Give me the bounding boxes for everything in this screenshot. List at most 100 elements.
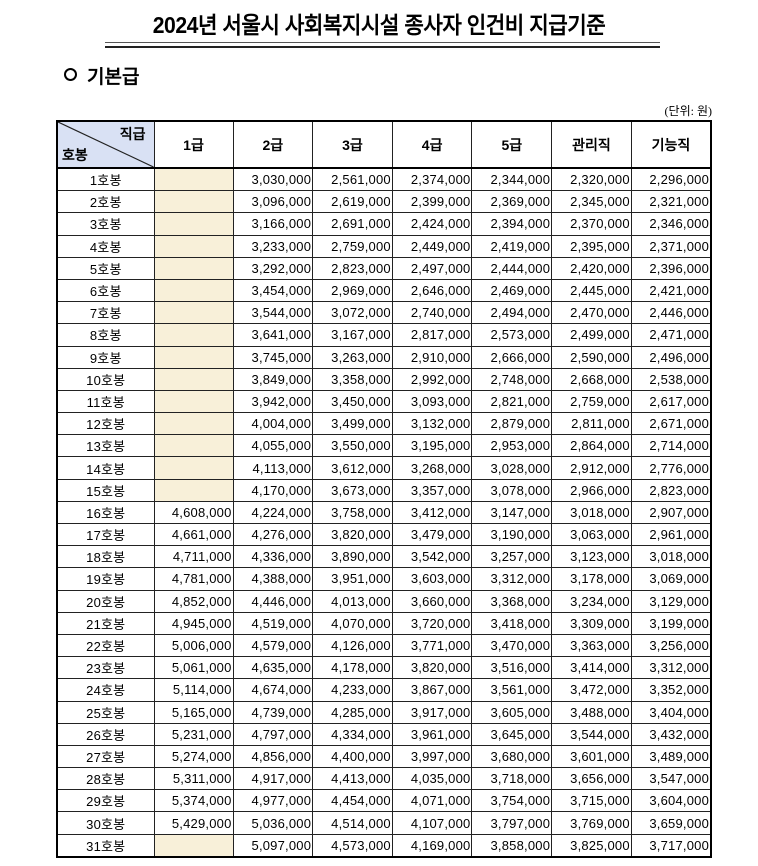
salary-cell: 3,292,000 (232, 256, 314, 280)
salary-cell: 2,646,000 (391, 278, 473, 303)
table-row: 18호봉 4,711,000 4,336,000 3,890,000 3,542,000… (56, 545, 712, 569)
salary-cell: 4,126,000 (312, 633, 393, 658)
salary-cell: 3,754,000 (471, 789, 553, 813)
salary-cell: 4,608,000 (153, 500, 234, 525)
table-row: 15호봉 4,170,000 3,673,000 3,357,000 3,078,000… (56, 478, 712, 502)
corner-header: 직급 호봉 (56, 120, 155, 169)
title-underline (105, 42, 660, 48)
table-row: 20호봉 4,852,000 4,446,000 4,013,000 3,660,000… (56, 589, 712, 613)
column-header: 1급 (153, 120, 234, 169)
salary-cell: 2,573,000 (471, 323, 553, 347)
salary-cell (153, 167, 234, 192)
salary-cell: 4,276,000 (232, 522, 314, 547)
salary-cell: 2,811,000 (551, 412, 632, 436)
table-row: 22호봉 5,006,000 4,579,000 4,126,000 3,771,000… (56, 633, 712, 658)
table-row: 17호봉 4,661,000 4,276,000 3,820,000 3,479,000… (56, 522, 712, 547)
header-row: 직급 호봉 1급 2급 3급 4급 5급 관리직 기능직 (56, 120, 712, 169)
salary-cell: 4,977,000 (232, 789, 314, 813)
salary-cell: 3,544,000 (232, 301, 314, 325)
salary-cell: 2,369,000 (471, 190, 553, 214)
salary-cell: 2,879,000 (471, 412, 553, 436)
salary-cell: 3,849,000 (232, 367, 314, 391)
step-cell: 7호봉 (56, 301, 155, 325)
salary-cell (153, 345, 234, 369)
table-row: 28호봉 5,311,000 4,917,000 4,413,000 4,035,000… (56, 767, 712, 791)
salary-cell: 2,394,000 (471, 212, 553, 236)
step-cell: 9호봉 (56, 345, 155, 369)
salary-cell: 3,659,000 (630, 811, 712, 835)
salary-cell: 3,720,000 (391, 611, 473, 635)
salary-cell: 5,429,000 (153, 811, 234, 835)
salary-cell: 4,413,000 (312, 767, 393, 791)
salary-cell: 3,542,000 (391, 545, 473, 569)
salary-cell: 4,170,000 (232, 478, 314, 502)
salary-cell (153, 412, 234, 436)
salary-cell: 2,776,000 (630, 456, 712, 480)
salary-cell: 3,072,000 (312, 301, 393, 325)
salary-cell: 3,368,000 (471, 589, 553, 613)
salary-cell: 3,263,000 (312, 345, 393, 369)
salary-cell: 2,419,000 (471, 234, 553, 258)
salary-cell: 3,199,000 (630, 611, 712, 635)
salary-cell (153, 190, 234, 214)
salary-cell: 3,432,000 (630, 722, 712, 746)
table-row: 29호봉 5,374,000 4,977,000 4,454,000 4,071,000… (56, 789, 712, 813)
salary-cell: 3,917,000 (391, 700, 473, 724)
salary-cell: 4,224,000 (232, 500, 314, 525)
salary-cell: 3,858,000 (471, 833, 553, 858)
salary-cell: 2,666,000 (471, 345, 553, 369)
table-row: 1호봉 3,030,000 2,561,000 2,374,000 2,344,000 2… (56, 167, 712, 192)
salary-cell: 3,195,000 (391, 434, 473, 458)
section-heading: 기본급 (64, 62, 139, 89)
salary-cell: 2,344,000 (471, 167, 553, 192)
salary-cell: 4,113,000 (232, 456, 314, 480)
step-cell: 11호봉 (56, 389, 155, 414)
salary-cell: 4,573,000 (312, 833, 393, 858)
salary-cell (153, 212, 234, 236)
salary-cell: 3,673,000 (312, 478, 393, 502)
salary-cell: 3,961,000 (391, 722, 473, 746)
table-row: 12호봉 4,004,000 3,499,000 3,132,000 2,879,000… (56, 412, 712, 436)
salary-cell: 3,544,000 (551, 722, 632, 746)
step-cell: 27호봉 (56, 744, 155, 769)
salary-cell: 2,823,000 (312, 256, 393, 280)
table-row: 9호봉 3,745,000 3,263,000 2,910,000 2,666,000 2… (56, 345, 712, 369)
step-cell: 30호봉 (56, 811, 155, 835)
salary-cell: 3,867,000 (391, 678, 473, 702)
table-row: 4호봉 3,233,000 2,759,000 2,449,000 2,419,000 2… (56, 234, 712, 258)
step-cell: 23호봉 (56, 656, 155, 680)
step-cell: 25호봉 (56, 700, 155, 724)
step-cell: 18호봉 (56, 545, 155, 569)
salary-cell: 3,233,000 (232, 234, 314, 258)
salary-cell: 3,820,000 (391, 656, 473, 680)
salary-cell: 3,063,000 (551, 522, 632, 547)
salary-cell: 2,449,000 (391, 234, 473, 258)
salary-cell (153, 478, 234, 502)
step-cell: 3호봉 (56, 212, 155, 236)
salary-cell (153, 323, 234, 347)
salary-cell: 3,312,000 (630, 656, 712, 680)
salary-cell: 3,414,000 (551, 656, 632, 680)
salary-cell: 2,320,000 (551, 167, 632, 192)
salary-cell: 4,285,000 (312, 700, 393, 724)
column-header: 3급 (312, 120, 393, 169)
salary-cell (153, 833, 234, 858)
salary-cell: 2,374,000 (391, 167, 473, 192)
unit-note: (단위: 원) (664, 104, 712, 118)
step-cell: 14호봉 (56, 456, 155, 480)
salary-cell: 2,538,000 (630, 367, 712, 391)
salary-cell: 2,561,000 (312, 167, 393, 192)
salary-cell: 4,945,000 (153, 611, 234, 635)
salary-cell: 2,864,000 (551, 434, 632, 458)
salary-cell: 3,096,000 (232, 190, 314, 214)
salary-cell: 3,645,000 (471, 722, 553, 746)
salary-cell: 4,917,000 (232, 767, 314, 791)
salary-table: 직급 호봉 1급 2급 3급 4급 5급 관리직 기능직 1호봉 3,030,000 2,561… (56, 120, 712, 858)
salary-cell: 3,418,000 (471, 611, 553, 635)
table-row: 8호봉 3,641,000 3,167,000 2,817,000 2,573,000 2… (56, 323, 712, 347)
salary-cell: 3,488,000 (551, 700, 632, 724)
salary-cell: 2,969,000 (312, 278, 393, 303)
salary-cell: 4,739,000 (232, 700, 314, 724)
salary-cell: 4,071,000 (391, 789, 473, 813)
salary-cell: 2,961,000 (630, 522, 712, 547)
